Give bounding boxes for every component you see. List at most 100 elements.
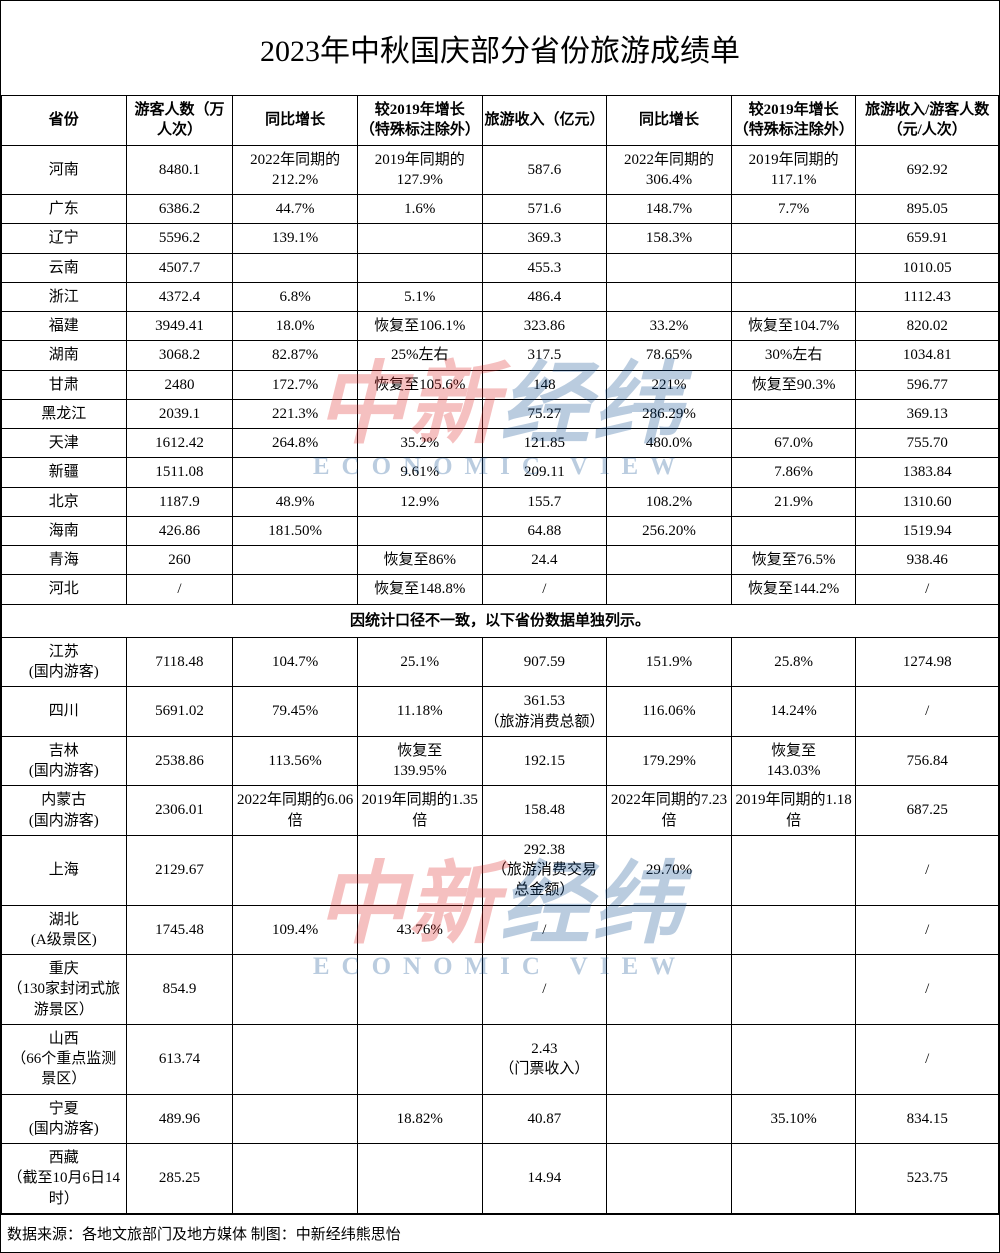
cell: 7.86% — [731, 458, 856, 487]
cell: 11.18% — [357, 687, 482, 737]
cell: 7118.48 — [126, 637, 233, 687]
cell: 恢复至106.1% — [357, 312, 482, 341]
cell: 14.24% — [731, 687, 856, 737]
table-row: 福建3949.4118.0%恢复至106.1%323.8633.2%恢复至104… — [2, 312, 999, 341]
cell — [357, 224, 482, 253]
cell: 5691.02 — [126, 687, 233, 737]
cell — [607, 955, 732, 1025]
separator-text: 因统计口径不一致，以下省份数据单独列示。 — [2, 604, 999, 637]
cell: 6386.2 — [126, 195, 233, 224]
cell: 67.0% — [731, 429, 856, 458]
cell: 938.46 — [856, 546, 999, 575]
cell: 云南 — [2, 253, 127, 282]
cell: / — [856, 955, 999, 1025]
cell: 2022年同期的212.2% — [233, 145, 358, 195]
cell: 2019年同期的127.9% — [357, 145, 482, 195]
table-row: 黑龙江2039.1221.3%75.27286.29%369.13 — [2, 399, 999, 428]
cell — [731, 224, 856, 253]
col-per-capita: 旅游收入/游客人数（元/人次） — [856, 96, 999, 146]
cell — [607, 546, 732, 575]
cell: 2480 — [126, 370, 233, 399]
cell: 1187.9 — [126, 487, 233, 516]
cell: 1034.81 — [856, 341, 999, 370]
cell — [731, 955, 856, 1025]
cell: 5596.2 — [126, 224, 233, 253]
cell: 35.2% — [357, 429, 482, 458]
cell: 82.87% — [233, 341, 358, 370]
cell: 523.75 — [856, 1144, 999, 1214]
cell: 西藏（截至10月6日14时） — [2, 1144, 127, 1214]
cell: 恢复至76.5% — [731, 546, 856, 575]
cell: 25.8% — [731, 637, 856, 687]
cell — [233, 575, 358, 604]
cell — [357, 399, 482, 428]
table-row: 宁夏(国内游客)489.9618.82%40.8735.10%834.15 — [2, 1094, 999, 1144]
table-row: 新疆1511.089.61%209.117.86%1383.84 — [2, 458, 999, 487]
cell: 25.1% — [357, 637, 482, 687]
cell: 155.7 — [482, 487, 607, 516]
cell: 687.25 — [856, 786, 999, 836]
cell: 895.05 — [856, 195, 999, 224]
cell: 河北 — [2, 575, 127, 604]
cell — [731, 905, 856, 955]
cell — [731, 253, 856, 282]
cell: / — [856, 905, 999, 955]
col-revenue-yoy: 同比增长 — [607, 96, 732, 146]
cell: 264.8% — [233, 429, 358, 458]
cell: 209.11 — [482, 458, 607, 487]
cell — [357, 516, 482, 545]
cell: 455.3 — [482, 253, 607, 282]
cell — [731, 282, 856, 311]
cell: 甘肃 — [2, 370, 127, 399]
cell: 2.43（门票收入） — [482, 1024, 607, 1094]
cell: 浙江 — [2, 282, 127, 311]
cell: 24.4 — [482, 546, 607, 575]
cell: 148.7% — [607, 195, 732, 224]
cell: 121.85 — [482, 429, 607, 458]
cell — [731, 1024, 856, 1094]
table-row: 辽宁5596.2139.1%369.3158.3%659.91 — [2, 224, 999, 253]
cell: 广东 — [2, 195, 127, 224]
cell: 613.74 — [126, 1024, 233, 1094]
separator-row: 因统计口径不一致，以下省份数据单独列示。 — [2, 604, 999, 637]
cell: 新疆 — [2, 458, 127, 487]
cell: 44.7% — [233, 195, 358, 224]
cell: 18.82% — [357, 1094, 482, 1144]
cell — [607, 1024, 732, 1094]
cell: 907.59 — [482, 637, 607, 687]
cell — [233, 1144, 358, 1214]
cell: 江苏(国内游客) — [2, 637, 127, 687]
cell: 1274.98 — [856, 637, 999, 687]
cell: 海南 — [2, 516, 127, 545]
cell — [607, 1144, 732, 1214]
cell: 64.88 — [482, 516, 607, 545]
cell: 369.3 — [482, 224, 607, 253]
cell: 2019年同期的117.1% — [731, 145, 856, 195]
cell: 辽宁 — [2, 224, 127, 253]
cell: / — [482, 575, 607, 604]
cell: 福建 — [2, 312, 127, 341]
cell: 湖北(A级景区) — [2, 905, 127, 955]
cell: 480.0% — [607, 429, 732, 458]
table-row: 青海260恢复至86%24.4恢复至76.5%938.46 — [2, 546, 999, 575]
cell — [233, 835, 358, 905]
cell: 2306.01 — [126, 786, 233, 836]
cell: 221.3% — [233, 399, 358, 428]
cell — [607, 253, 732, 282]
col-revenue-vs2019: 较2019年增长（特殊标注除外） — [731, 96, 856, 146]
cell — [357, 1024, 482, 1094]
cell: 256.20% — [607, 516, 732, 545]
table-row: 天津1612.42264.8%35.2%121.85480.0%67.0%755… — [2, 429, 999, 458]
cell: 4372.4 — [126, 282, 233, 311]
cell: 四川 — [2, 687, 127, 737]
cell: 恢复至143.03% — [731, 736, 856, 786]
cell: / — [856, 1024, 999, 1094]
cell: 426.86 — [126, 516, 233, 545]
cell: 286.29% — [607, 399, 732, 428]
cell — [357, 253, 482, 282]
cell: 恢复至139.95% — [357, 736, 482, 786]
cell: 260 — [126, 546, 233, 575]
cell: 29.70% — [607, 835, 732, 905]
cell: 109.4% — [233, 905, 358, 955]
cell: 571.6 — [482, 195, 607, 224]
